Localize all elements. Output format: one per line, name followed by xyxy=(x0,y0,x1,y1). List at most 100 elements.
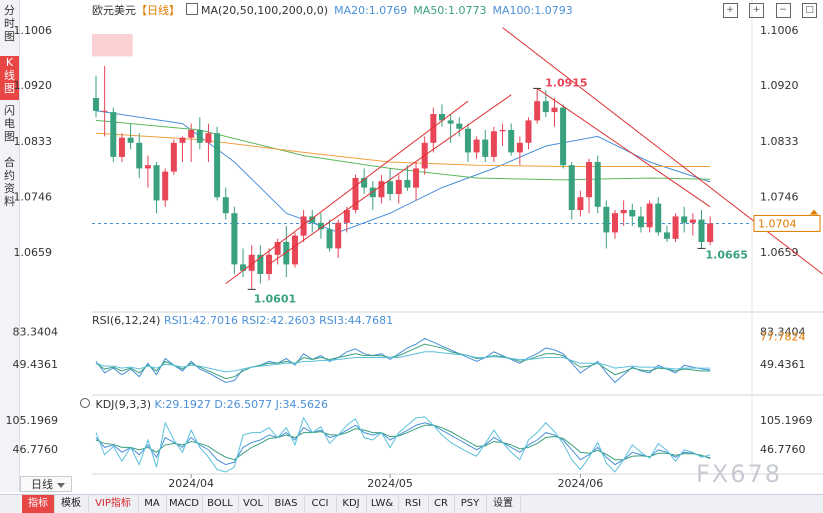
candle-body xyxy=(439,114,445,121)
indicator-button-12[interactable]: CR xyxy=(428,495,455,513)
kdj-tick-left: 105.1969 xyxy=(6,414,59,427)
price-tick-right: 1.1006 xyxy=(760,24,799,37)
indicator-button-7[interactable]: BIAS xyxy=(268,495,305,513)
rsi2-value: RSI2:42.2603 xyxy=(241,314,316,327)
rsi-tick-right: 83.3404 xyxy=(760,325,806,338)
candle-body xyxy=(516,142,523,153)
candle-body xyxy=(577,197,584,210)
recent-low-label: 1.0665 xyxy=(706,248,748,261)
candle-body xyxy=(551,107,558,113)
x-axis-label: 2024/06 xyxy=(558,477,604,490)
candle-body xyxy=(205,133,212,143)
candle-body xyxy=(170,142,177,172)
candle-body xyxy=(248,254,255,271)
candle-body xyxy=(490,131,497,157)
candle-body xyxy=(222,197,229,214)
candle-body xyxy=(257,254,264,274)
indicator-button-0[interactable]: 指标 xyxy=(22,495,55,513)
tab-time-chart[interactable]: 分时图 xyxy=(4,4,15,43)
candle-body xyxy=(188,130,195,138)
indicator-button-4[interactable]: MACD xyxy=(166,495,203,513)
trend-line xyxy=(502,27,823,275)
indicator-button-3[interactable]: MA xyxy=(138,495,167,513)
candle-body xyxy=(534,101,541,121)
indicator-button-1[interactable]: 模板 xyxy=(54,495,89,513)
kdj-tick-left: 46.7760 xyxy=(13,443,59,456)
zoom-in-icon[interactable]: + xyxy=(749,3,764,18)
candle-body xyxy=(326,229,333,249)
x-axis-label: 2024/04 xyxy=(168,477,214,490)
candle-body xyxy=(447,120,454,124)
indicator-button-13[interactable]: PSY xyxy=(454,495,487,513)
kdj-title[interactable]: KDJ(9,3,3) xyxy=(95,398,152,411)
candle-body xyxy=(309,216,316,223)
fullscreen-icon[interactable]: □ xyxy=(802,3,817,18)
tab-contract-info[interactable]: 合约资料 xyxy=(4,156,15,208)
last-price-arrow-icon xyxy=(810,209,818,215)
candle-body xyxy=(153,165,160,201)
candle-body xyxy=(508,130,515,153)
rsi-series-2 xyxy=(95,343,711,380)
indicator-button-2[interactable]: VIP指标 xyxy=(88,495,139,513)
ma20-value: MA20:1.0769 xyxy=(334,4,408,17)
price-tick-left: 1.0659 xyxy=(14,246,53,259)
indicator-toolbar: 指标 模板 VIP指标 MA MACD BOLL VOL BIAS CCI KDJ LW& RSI CR… xyxy=(0,494,823,513)
rsi-header: RSI(6,12,24) RSI1:42.7016 RSI2:42.2603 R… xyxy=(92,314,393,327)
indicator-button-9[interactable]: KDJ xyxy=(336,495,367,513)
candle-body xyxy=(482,139,489,157)
indicator-button-8[interactable]: CCI xyxy=(304,495,337,513)
indicator-button-14[interactable]: 设置 xyxy=(486,495,521,513)
candle-body xyxy=(101,110,108,112)
indicator-button-10[interactable]: LW& xyxy=(366,495,399,513)
candle-body xyxy=(93,98,99,111)
candle-body xyxy=(240,264,247,271)
price-tick-right: 1.0920 xyxy=(760,79,799,92)
chart-canvas[interactable]: 1.1006 1.1006 1.0920 1.0920 1.0833 1.0833 1.07… xyxy=(0,0,823,494)
rsi-tick-left: 83.3404 xyxy=(13,325,59,338)
ma-settings-icon[interactable] xyxy=(186,3,198,15)
rsi-series-1 xyxy=(95,337,711,384)
candle-body xyxy=(127,137,134,143)
candle-body xyxy=(118,137,125,157)
x-axis-label: 2024/05 xyxy=(367,477,413,490)
rsi-tick-left: 49.4361 xyxy=(13,358,59,371)
rsi-title[interactable]: RSI(6,12,24) xyxy=(92,314,161,327)
period-selector[interactable]: 日线 xyxy=(20,476,72,492)
kdj-d-value: D:26.5077 xyxy=(214,398,273,411)
candle-body xyxy=(162,171,169,201)
crosshair-icon[interactable]: + xyxy=(722,3,738,18)
candle-body xyxy=(603,206,610,233)
rsi-series-3 xyxy=(95,351,711,373)
last-price-box xyxy=(753,214,821,232)
candle-body xyxy=(404,179,411,188)
indicator-button-6[interactable]: VOL xyxy=(238,495,269,513)
kdj-j-value: J:34.5626 xyxy=(275,398,329,411)
candle-body xyxy=(542,101,549,113)
candle-body xyxy=(283,242,290,265)
indicator-button-5[interactable]: BOLL xyxy=(202,495,239,513)
trend-line xyxy=(536,87,711,208)
candle-body xyxy=(300,216,307,236)
candle-body xyxy=(655,203,662,233)
chart-header: 欧元美元【日线】 MA(20,50,100,200,0,0) MA20:1.0769… xyxy=(92,2,579,18)
kdj-settings-icon[interactable] xyxy=(80,398,90,408)
low-price-label: 1.0601 xyxy=(254,292,296,305)
candle-body xyxy=(464,128,471,153)
zoom-out-icon[interactable]: − xyxy=(775,3,791,18)
candle-body xyxy=(413,168,420,188)
rsi3-value: RSI3:44.7681 xyxy=(319,314,394,327)
candle-body xyxy=(317,222,324,230)
trend-line xyxy=(225,100,469,284)
candle-body xyxy=(378,181,385,198)
indicator-button-11[interactable]: RSI xyxy=(398,495,429,513)
price-tick-left: 1.0920 xyxy=(14,79,53,92)
candle-body xyxy=(646,203,653,228)
tab-flash-chart[interactable]: 闪电图 xyxy=(4,104,15,143)
candle-body xyxy=(629,210,636,217)
ma-label[interactable]: MA(20,50,100,200,0,0) xyxy=(201,4,329,17)
candle-body xyxy=(672,216,679,239)
candle-body xyxy=(395,179,402,194)
price-tick-left: 1.0833 xyxy=(14,135,53,148)
